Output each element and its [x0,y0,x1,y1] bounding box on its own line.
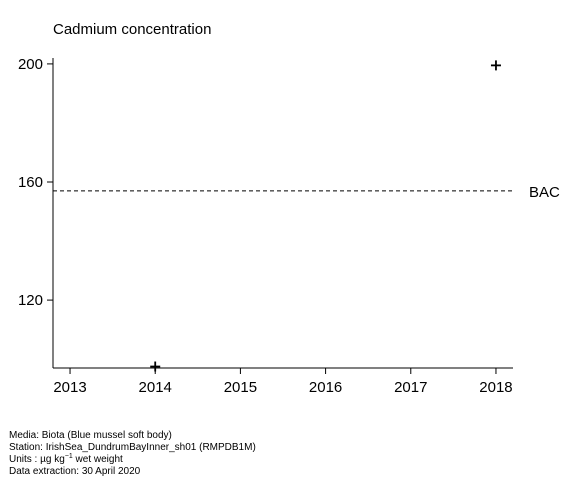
reference-lines: BAC [53,184,560,201]
chart-title: Cadmium concentration [53,21,211,38]
x-tick-label: 2018 [479,379,512,396]
x-tick-label: 2015 [224,379,257,396]
footer-units-mu: µg kg [40,454,65,465]
footer-units-suffix: wet weight [73,454,123,465]
axes: 2013 2014 2015 2016 2017 2018 120 160 200 [18,56,513,396]
footer-station: Station: IrishSea_DundrumBayInner_sh01 (… [9,442,256,453]
reference-line-label: BAC [529,184,560,201]
y-tick-label: 120 [18,292,43,309]
footer-media: Media: Biota (Blue mussel soft body) [9,430,172,441]
footer-units: Units : µg kg−1 wet weight [9,453,123,465]
x-tick-label: 2016 [309,379,342,396]
data-point [490,60,501,71]
footer-units-prefix: Units : [9,454,40,465]
footer-extraction: Data extraction: 30 April 2020 [9,466,141,477]
data-point [150,361,161,372]
x-tick-label: 2017 [394,379,427,396]
y-tick-label: 160 [18,174,43,191]
footer: Media: Biota (Blue mussel soft body) Sta… [9,430,256,477]
x-tick-label: 2013 [53,379,86,396]
data-points [150,60,501,372]
x-tick-label: 2014 [139,379,172,396]
y-tick-label: 200 [18,56,43,73]
footer-units-exponent: −1 [65,453,73,460]
